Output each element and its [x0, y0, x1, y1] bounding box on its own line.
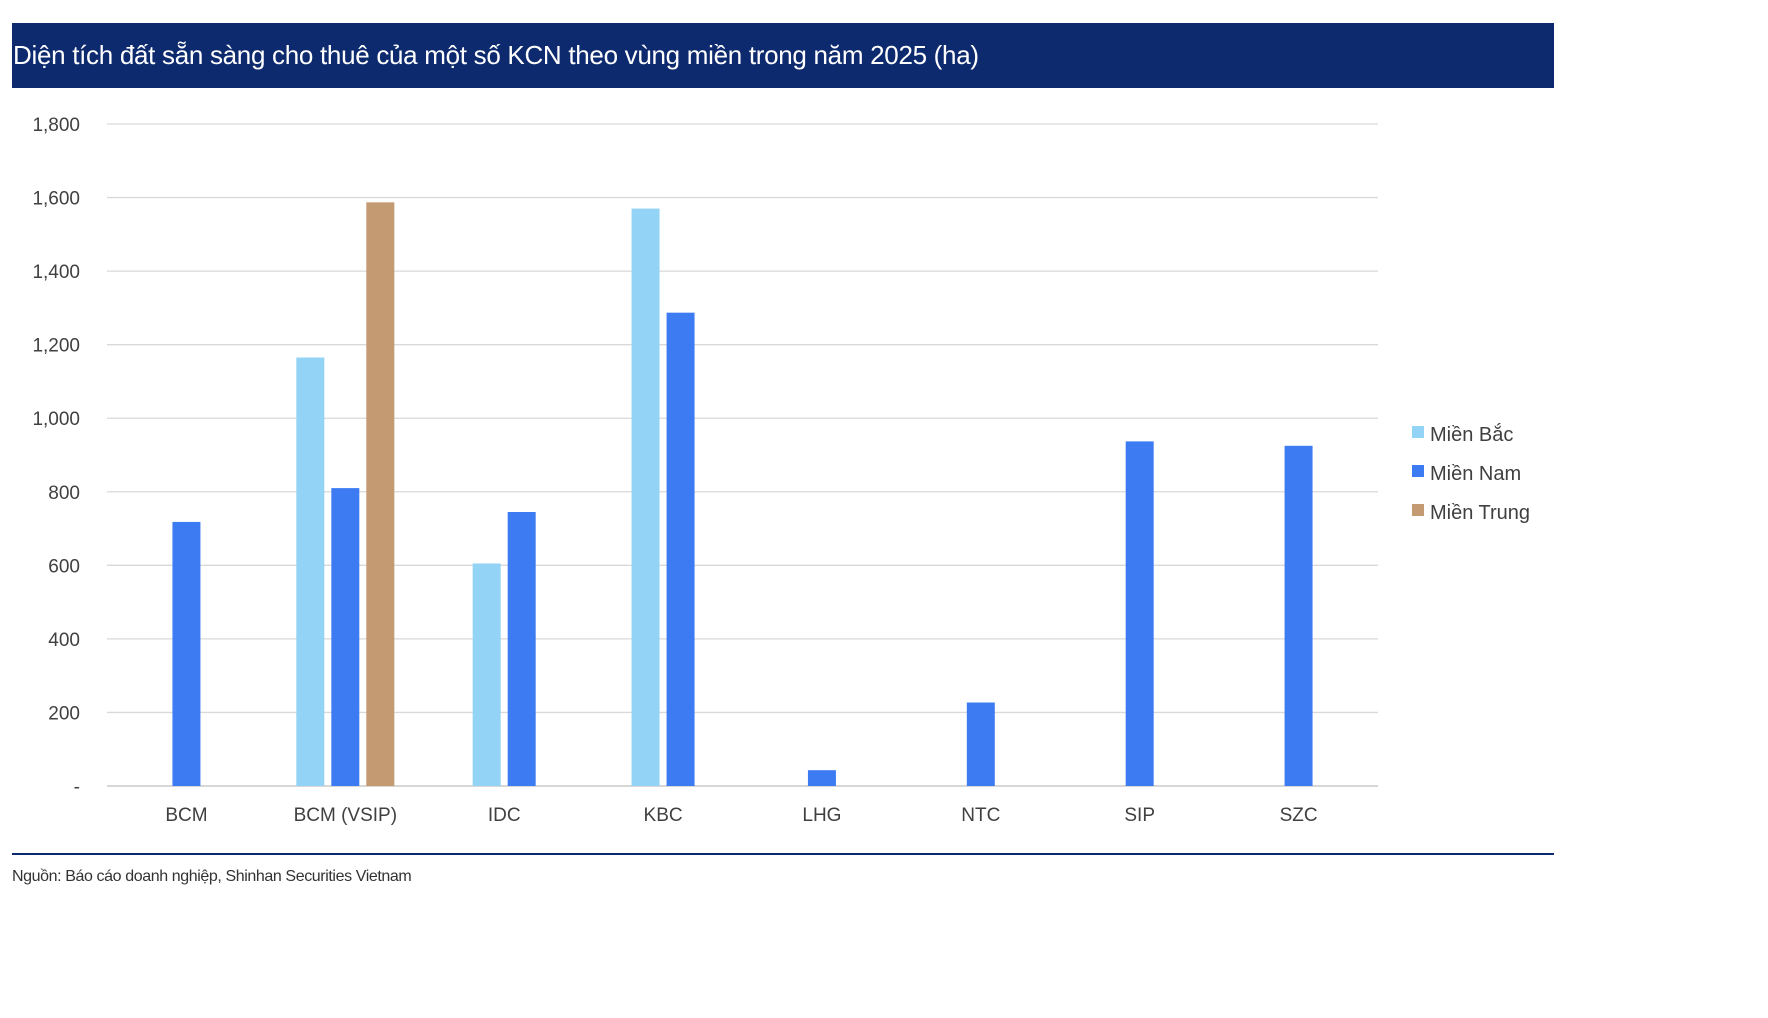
x-tick-label: IDC: [488, 805, 521, 826]
x-tick-label: NTC: [961, 805, 1000, 826]
legend-swatch: [1412, 504, 1424, 516]
source-note: Nguồn: Báo cáo doanh nghiệp, Shinhan Sec…: [12, 868, 412, 885]
chart-title: Diện tích đất sẵn sàng cho thuê của một …: [13, 40, 979, 70]
y-axis-tick-labels: - 200 400 600 800 1,000 1,200 1,400 1,600 1,800: [32, 115, 80, 798]
bar-miền-nam: [666, 312, 695, 786]
x-tick-label: BCM (VSIP): [294, 805, 397, 826]
bar-miền-nam: [1284, 445, 1313, 786]
x-tick-label: SIP: [1124, 805, 1155, 826]
y-tick-label: 1,600: [32, 189, 80, 210]
x-tick-label: SZC: [1280, 805, 1318, 826]
bar-miền-nam: [1125, 441, 1154, 786]
y-tick-label: 1,200: [32, 336, 80, 357]
x-tick-label: LHG: [802, 805, 841, 826]
y-tick-label: 200: [48, 703, 80, 724]
y-tick-label: 800: [48, 483, 80, 504]
legend-label: Miền Trung: [1430, 502, 1530, 524]
legend-swatch: [1412, 426, 1424, 438]
bar-miền-nam: [172, 521, 201, 786]
bar-miền-nam: [331, 488, 360, 786]
legend-label: Miền Bắc: [1430, 423, 1513, 446]
footer-divider: [12, 853, 1554, 855]
y-tick-label: 1,400: [32, 262, 80, 283]
x-tick-label: BCM: [165, 805, 207, 826]
bar-chart: - 200 400 600 800 1,000 1,200 1,400 1,600 1,800 B…: [32, 115, 1530, 826]
bars: [172, 202, 1313, 787]
x-axis-tick-labels: BCM BCM (VSIP) IDC KBC LHG NTC SIP SZC: [165, 805, 1317, 826]
bar-miền-nam: [966, 702, 995, 786]
y-tick-label: 400: [48, 630, 80, 651]
bar-miền-bắc: [631, 208, 660, 787]
legend-swatch: [1412, 465, 1424, 477]
legend: Miền Bắc Miền Nam Miền Trung: [1412, 423, 1530, 524]
bar-miền-trung: [366, 202, 395, 786]
y-tick-label: -: [74, 777, 80, 798]
bar-miền-bắc: [472, 563, 501, 786]
bar-miền-nam: [807, 770, 836, 786]
legend-label: Miền Nam: [1430, 463, 1521, 485]
y-tick-label: 1,000: [32, 409, 80, 430]
y-tick-label: 600: [48, 556, 80, 577]
bar-miền-bắc: [296, 357, 325, 786]
bar-miền-nam: [507, 512, 536, 786]
y-tick-label: 1,800: [32, 115, 80, 136]
chart-title-bar: Diện tích đất sẵn sàng cho thuê của một …: [12, 23, 1554, 88]
x-tick-label: KBC: [644, 805, 683, 826]
